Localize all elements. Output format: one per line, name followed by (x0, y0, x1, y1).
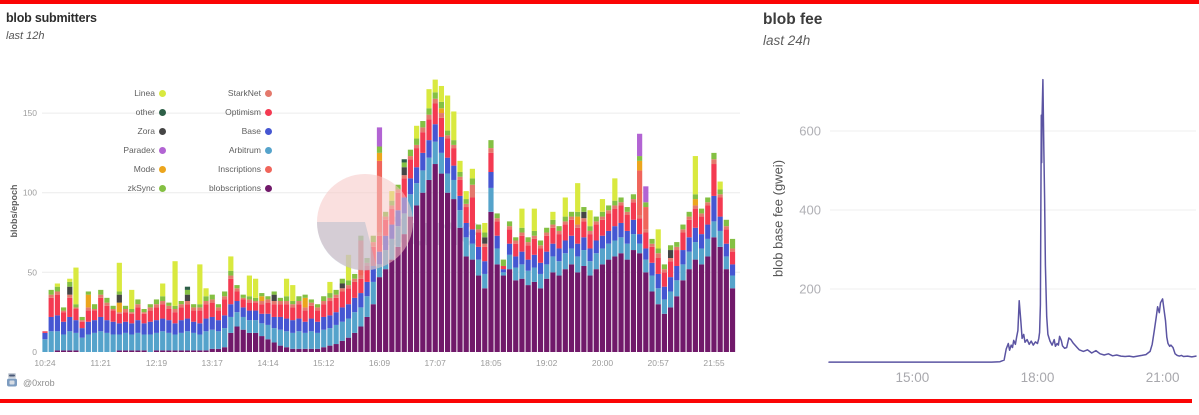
legend-color-dot (159, 127, 166, 135)
top-red-divider (0, 0, 1199, 4)
legend-item-blobscriptions[interactable]: blobscriptions (178, 181, 272, 195)
svg-text:600: 600 (799, 124, 821, 139)
blob-submitters-bar-chart: 050100150Dune10:2411:2112:1913:1714:1415… (23, 79, 740, 368)
legend-item-inscriptions[interactable]: Inscriptions (178, 162, 272, 176)
right-chart-title: blob fee (763, 11, 823, 28)
legend-color-dot (265, 89, 272, 97)
legend-label: other (135, 107, 155, 117)
legend-label: Linea (134, 88, 155, 98)
svg-text:18:00: 18:00 (1021, 370, 1055, 385)
line-y-tick-labels: 200 400 600 (799, 124, 821, 297)
legend-color-dot (159, 89, 166, 97)
robot-avatar-icon (6, 373, 18, 392)
blob-fee-line (828, 78, 1197, 363)
svg-text:12:19: 12:19 (146, 358, 168, 368)
svg-text:14:14: 14:14 (257, 358, 279, 368)
blob-fee-line-chart: 200 400 600 15:00 18:00 21:00 (799, 78, 1197, 385)
legend-color-dot (159, 184, 166, 192)
legend-label: Mode (133, 164, 155, 174)
legend-label: Zora (137, 126, 155, 136)
svg-text:50: 50 (28, 267, 38, 277)
svg-text:21:00: 21:00 (1146, 370, 1180, 385)
svg-text:20:00: 20:00 (592, 358, 614, 368)
legend-item-mode[interactable]: Mode (96, 162, 166, 176)
legend-item-arbitrum[interactable]: Arbitrum (178, 143, 272, 157)
legend-color-dot (265, 165, 272, 173)
legend-color-dot (159, 146, 166, 154)
svg-text:100: 100 (23, 188, 37, 198)
svg-text:200: 200 (799, 282, 821, 297)
bar-y-tick-labels: 0 50 100 150 (23, 108, 37, 357)
legend-item-zksync[interactable]: zkSync (96, 181, 166, 195)
svg-text:15:12: 15:12 (313, 358, 335, 368)
legend-label: StarkNet (227, 88, 261, 98)
watermark-logo (316, 174, 413, 271)
svg-text:13:17: 13:17 (202, 358, 224, 368)
attribution: @0xrob (6, 373, 55, 392)
legend-label: blobscriptions (209, 183, 261, 193)
svg-text:16:09: 16:09 (369, 358, 391, 368)
bottom-red-divider (0, 399, 1192, 403)
svg-text:19:02: 19:02 (536, 358, 558, 368)
legend-color-dot (265, 108, 272, 116)
legend-label: Base (241, 126, 261, 136)
svg-text:20:57: 20:57 (648, 358, 670, 368)
legend-color-dot (265, 127, 272, 135)
svg-text:0: 0 (32, 347, 37, 357)
legend-label: Inscriptions (218, 164, 261, 174)
legend-item-base[interactable]: Base (178, 124, 272, 138)
chart-legend: Linea StarkNet other Optimism Zora Base Parade… (96, 86, 272, 195)
legend-item-paradex[interactable]: Paradex (96, 143, 166, 157)
svg-text:18:05: 18:05 (480, 358, 502, 368)
svg-text:150: 150 (23, 108, 37, 118)
left-chart-title: blob submitters (6, 11, 97, 25)
left-chart-subtitle: last 12h (6, 30, 45, 42)
svg-text:400: 400 (799, 203, 821, 218)
line-x-tick-labels: 15:00 18:00 21:00 (896, 370, 1180, 385)
legend-color-dot (159, 165, 166, 173)
legend-item-linea[interactable]: Linea (96, 86, 166, 100)
legend-label: Optimism (225, 107, 261, 117)
attribution-handle[interactable]: @0xrob (23, 377, 55, 388)
line-gridlines (830, 130, 1196, 290)
legend-color-dot (265, 146, 272, 154)
bar-x-tick-labels: 10:24 11:21 12:19 13:17 14:14 15:12 16:09 17:07… (34, 358, 725, 368)
svg-text:15:00: 15:00 (896, 370, 930, 385)
svg-text:21:55: 21:55 (703, 358, 725, 368)
svg-text:10:24: 10:24 (34, 358, 56, 368)
legend-color-dot (159, 108, 166, 116)
legend-item-starknet[interactable]: StarkNet (178, 86, 272, 100)
legend-item-zora[interactable]: Zora (96, 124, 166, 138)
legend-label: zkSync (127, 183, 155, 193)
right-chart-subtitle: last 24h (763, 33, 811, 48)
svg-text:17:07: 17:07 (425, 358, 447, 368)
legend-color-dot (265, 184, 272, 192)
legend-item-other[interactable]: other (96, 105, 166, 119)
legend-label: Arbitrum (228, 145, 261, 155)
legend-label: Paradex (123, 145, 155, 155)
legend-item-optimism[interactable]: Optimism (178, 105, 272, 119)
svg-text:11:21: 11:21 (90, 358, 111, 368)
